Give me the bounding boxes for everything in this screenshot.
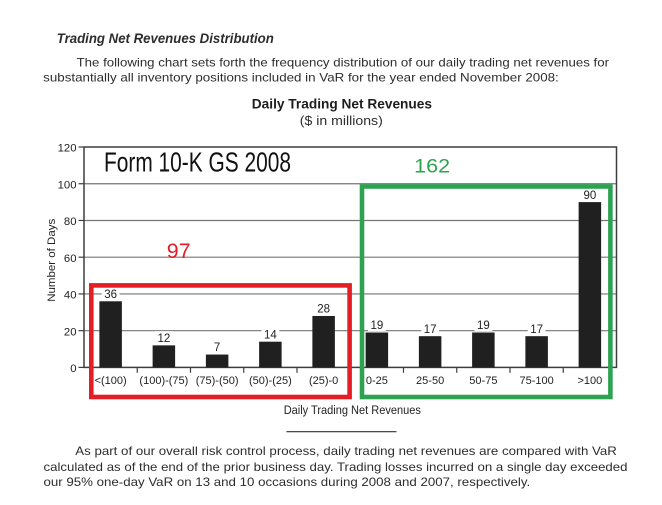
svg-text:(75)-(50): (75)-(50) <box>196 375 239 387</box>
svg-text:The following chart sets forth: The following chart sets forth the frequ… <box>77 55 609 69</box>
svg-text:20: 20 <box>64 326 77 338</box>
svg-text:162: 162 <box>414 156 450 178</box>
svg-text:>100: >100 <box>577 375 602 387</box>
svg-text:36: 36 <box>104 289 117 301</box>
svg-text:0-25: 0-25 <box>366 375 388 387</box>
svg-text:40: 40 <box>64 290 77 302</box>
svg-text:<(100): <(100) <box>95 375 127 387</box>
svg-text:($ in millions): ($ in millions) <box>300 113 383 128</box>
svg-text:14: 14 <box>264 329 277 341</box>
svg-text:97: 97 <box>167 239 191 263</box>
svg-text:Number of Days: Number of Days <box>46 218 58 301</box>
svg-text:substantially all inventory po: substantially all inventory positions in… <box>43 71 559 85</box>
svg-text:As part of our overall risk co: As part of our overall risk control proc… <box>75 444 617 458</box>
svg-text:25-50: 25-50 <box>416 375 444 387</box>
svg-text:12: 12 <box>157 333 170 345</box>
svg-text:Daily Trading Net Revenues: Daily Trading Net Revenues <box>284 403 421 417</box>
svg-text:17: 17 <box>530 324 543 336</box>
svg-text:90: 90 <box>583 190 596 202</box>
svg-text:19: 19 <box>370 320 383 332</box>
svg-text:75-100: 75-100 <box>519 375 553 387</box>
svg-text:our 95% one-day VaR on 13 and: our 95% one-day VaR on 13 and 10 occasio… <box>44 475 531 489</box>
svg-text:(100)-(75): (100)-(75) <box>139 375 188 387</box>
svg-text:7: 7 <box>214 342 220 354</box>
svg-text:19: 19 <box>477 320 490 332</box>
svg-text:(25)-0: (25)-0 <box>309 375 338 387</box>
svg-text:Trading Net Revenues Distribut: Trading Net Revenues Distribution <box>57 31 274 46</box>
svg-text:120: 120 <box>58 143 77 155</box>
svg-text:60: 60 <box>64 253 77 265</box>
svg-text:Daily Trading Net Revenues: Daily Trading Net Revenues <box>252 96 432 111</box>
svg-text:0: 0 <box>70 363 76 375</box>
svg-text:calculated as of the end of th: calculated as of the end of the prior bu… <box>44 460 628 474</box>
svg-text:50-75: 50-75 <box>469 375 497 387</box>
svg-text:80: 80 <box>64 216 77 228</box>
svg-text:(50)-(25): (50)-(25) <box>249 375 292 387</box>
svg-text:28: 28 <box>317 304 330 316</box>
svg-text:Form 10-K GS 2008: Form 10-K GS 2008 <box>104 147 291 178</box>
svg-text:17: 17 <box>424 324 437 336</box>
svg-text:100: 100 <box>58 179 77 191</box>
